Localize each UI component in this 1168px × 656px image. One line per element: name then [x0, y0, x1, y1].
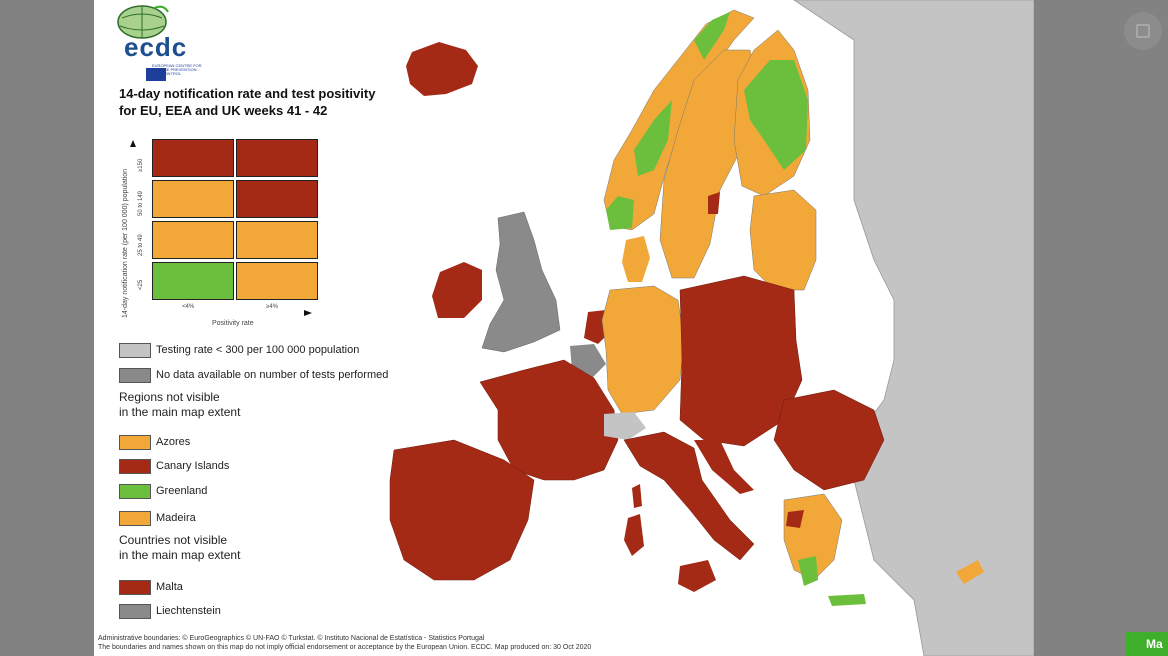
matrix-y-tick-1: ≥150	[138, 158, 144, 172]
title-line-1: 14-day notification rate and test positi…	[119, 86, 376, 101]
more-button[interactable]: Ma	[1126, 632, 1168, 656]
matrix-cell-150-high	[236, 139, 318, 177]
legend-label: Liechtenstein	[156, 605, 221, 617]
map-footer: Administrative boundaries: © EuroGeograp…	[98, 634, 1018, 652]
germany	[601, 285, 685, 415]
norway-green-1	[634, 100, 672, 176]
italy	[623, 431, 755, 561]
romania-bulgaria	[773, 389, 885, 491]
regions-heading: Regions not visible in the main map exte…	[119, 390, 319, 420]
france	[479, 359, 619, 481]
matrix-cell-50-low	[152, 180, 234, 218]
y-axis-arrow-icon	[130, 140, 136, 147]
footer-line-2: The boundaries and names shown on this m…	[98, 644, 592, 651]
croatia	[694, 440, 754, 494]
matrix-cell-lt25-high	[236, 262, 318, 300]
matrix-cell-150-low	[152, 139, 234, 177]
globe-icon	[117, 5, 169, 39]
legend-swatch	[119, 511, 151, 526]
legend-swatch	[119, 484, 151, 499]
uk	[481, 211, 561, 353]
matrix-cell-25-low	[152, 221, 234, 259]
finland-green	[744, 60, 808, 170]
matrix-y-tick-4: <25	[138, 279, 144, 290]
crete	[828, 594, 866, 606]
ecdc-logo	[112, 4, 202, 81]
map-title: 14-day notification rate and test positi…	[119, 85, 449, 119]
countries-heading-line-2: in the main map extent	[119, 548, 241, 562]
greece-green	[798, 556, 818, 586]
legend-swatch	[119, 604, 151, 619]
matrix-y-tick-3: 25 to 49	[138, 234, 144, 256]
legend-label: Azores	[156, 436, 191, 448]
switzerland	[604, 412, 646, 440]
matrix-x-tick-2: ≥4%	[266, 304, 278, 310]
regions-heading-line-2: in the main map extent	[119, 405, 241, 419]
baltics	[749, 189, 817, 291]
legend-label: Madeira	[156, 512, 196, 524]
legend-label: No data available on number of tests per…	[156, 369, 389, 381]
legend-label: Greenland	[156, 485, 208, 497]
iceland	[406, 42, 478, 96]
legend-label: Testing rate < 300 per 100 000 populatio…	[156, 344, 360, 356]
sicily	[678, 560, 716, 592]
greece-red	[786, 510, 804, 528]
matrix-cell-25-high	[236, 221, 318, 259]
legend-swatch	[119, 368, 151, 383]
logo-text: ecdc	[124, 32, 188, 62]
legend-swatch	[119, 459, 151, 474]
x-axis-arrow-icon	[304, 310, 312, 316]
corsica	[632, 484, 642, 508]
risk-matrix	[146, 139, 322, 301]
matrix-x-axis-label: Positivity rate	[212, 320, 254, 327]
matrix-cell-lt25-low	[152, 262, 234, 300]
map-slide: ecdc EUROPEAN CENTRE FOR DISEASE PREVENT…	[94, 0, 1034, 656]
legend-swatch	[119, 435, 151, 450]
matrix-y-axis-label: 14-day notification rate (per 100 000) p…	[122, 168, 129, 318]
title-line-2: for EU, EEA and UK weeks 41 - 42	[119, 103, 328, 118]
expand-icon[interactable]	[1124, 12, 1162, 50]
norway-green-3	[694, 12, 730, 60]
countries-heading-line-1: Countries not visible	[119, 533, 228, 547]
legend-swatch	[119, 580, 151, 595]
sweden-red	[708, 192, 720, 214]
cyprus	[956, 560, 984, 584]
matrix-x-tick-1: <4%	[182, 304, 195, 310]
footer-line-1: Administrative boundaries: © EuroGeograp…	[98, 635, 485, 642]
ireland	[432, 262, 482, 318]
sardinia	[624, 514, 644, 556]
iberia	[389, 439, 535, 581]
legend-swatch	[119, 343, 151, 358]
legend-label: Malta	[156, 581, 183, 593]
matrix-y-tick-2: 50 to 149	[138, 190, 144, 216]
matrix-cell-50-high	[236, 180, 318, 218]
eu-flag-icon	[146, 68, 166, 81]
legend-label: Canary Islands	[156, 460, 230, 472]
europe-map	[389, 0, 1034, 656]
countries-heading: Countries not visible in the main map ex…	[119, 533, 319, 563]
norway-green-2	[606, 196, 634, 230]
denmark	[622, 236, 650, 282]
regions-heading-line-1: Regions not visible	[119, 390, 220, 404]
logo-subtext: EUROPEAN CENTRE FOR DISEASE PREVENTION A…	[152, 63, 202, 76]
